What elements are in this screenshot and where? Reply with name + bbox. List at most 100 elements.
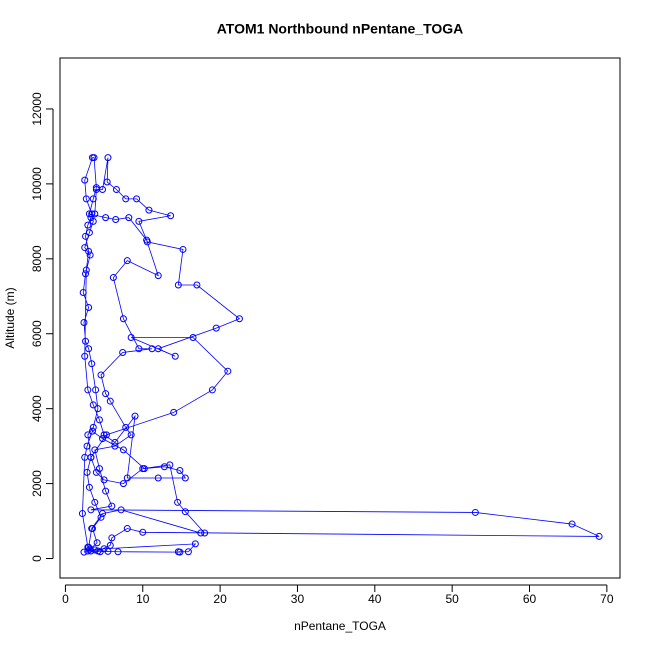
data-point [154,345,162,353]
data-point [99,435,107,443]
data-point [85,483,93,491]
plot-box [59,57,621,579]
data-point [197,529,205,537]
data-point [181,474,189,482]
data-point [104,154,112,162]
data-point [81,352,89,360]
data-point [85,229,93,237]
data-point [123,474,131,482]
x-tick-label: 40 [368,592,382,606]
data-point [91,446,99,454]
data-point [80,318,88,326]
data-point [89,217,97,225]
data-point [82,195,90,203]
data-point [90,154,98,162]
data-point [102,487,110,495]
chart-title: ATOM1 Northbound nPentane_TOGA [217,21,464,37]
data-point [167,212,175,220]
data-point [88,525,96,533]
data-point [119,315,127,323]
data-point [140,465,148,473]
x-tick-label: 10 [136,592,150,606]
data-point [112,185,120,193]
data-point [91,210,99,218]
y-tick-label: 8000 [30,245,44,272]
data-point [135,345,143,353]
data-point [145,206,153,214]
data-point [224,367,232,375]
data-point [106,397,114,405]
data-point [89,401,97,409]
data-point [82,266,90,274]
data-point [170,408,178,416]
data-point [106,541,114,549]
data-point [85,304,93,312]
data-point [87,506,95,514]
data-point [78,510,86,518]
data-point [471,508,479,516]
data-point [100,476,108,484]
data-point [143,238,151,246]
data-point [81,244,89,252]
data-point [92,386,100,394]
data-point [123,525,131,533]
data-point [88,360,96,368]
data-point [97,513,105,521]
data-point [84,221,92,229]
data-point [91,498,99,506]
data-point [79,289,87,297]
x-tick-label: 30 [291,592,305,606]
data-point [88,210,96,218]
data-point [184,548,192,556]
data-point [154,272,162,280]
data-point [191,540,199,548]
data-point [125,214,133,222]
data-point [92,468,100,476]
data-point [176,466,184,474]
data-point [84,547,92,555]
data-point [212,324,220,332]
data-point [86,251,94,259]
data-point [84,386,92,394]
data-point [85,345,93,353]
data-point [235,315,243,323]
data-point [97,371,105,379]
data-point [133,195,141,203]
data-point [122,195,130,203]
data-point [119,480,127,488]
x-axis-label: nPentane_TOGA [294,619,386,633]
data-point [174,548,182,556]
data-point [87,547,95,555]
data-point [81,176,89,184]
data-point [87,214,95,222]
data-point [80,548,88,556]
data-point [85,247,93,255]
data-point [189,333,197,341]
data-point [135,217,143,225]
data-point [127,431,135,439]
data-point [91,546,99,554]
y-tick-label: 2000 [30,470,44,497]
data-point [127,333,135,341]
data-point [117,506,125,514]
data-point [119,348,127,356]
data-point [131,412,139,420]
y-tick-label: 4000 [30,395,44,422]
x-tick-label: 70 [600,592,614,606]
data-point [114,548,122,556]
y-tick-label: 10000 [30,167,44,201]
data-line [82,157,600,553]
x-tick-label: 20 [213,592,227,606]
data-point [595,532,603,540]
data-point [84,431,92,439]
data-point [108,502,116,510]
data-point [111,438,119,446]
data-point [123,257,131,265]
data-point [193,281,201,289]
data-point [181,508,189,516]
data-point [100,545,108,553]
data-point [81,453,89,461]
data-point [102,431,110,439]
data-point [154,474,162,482]
